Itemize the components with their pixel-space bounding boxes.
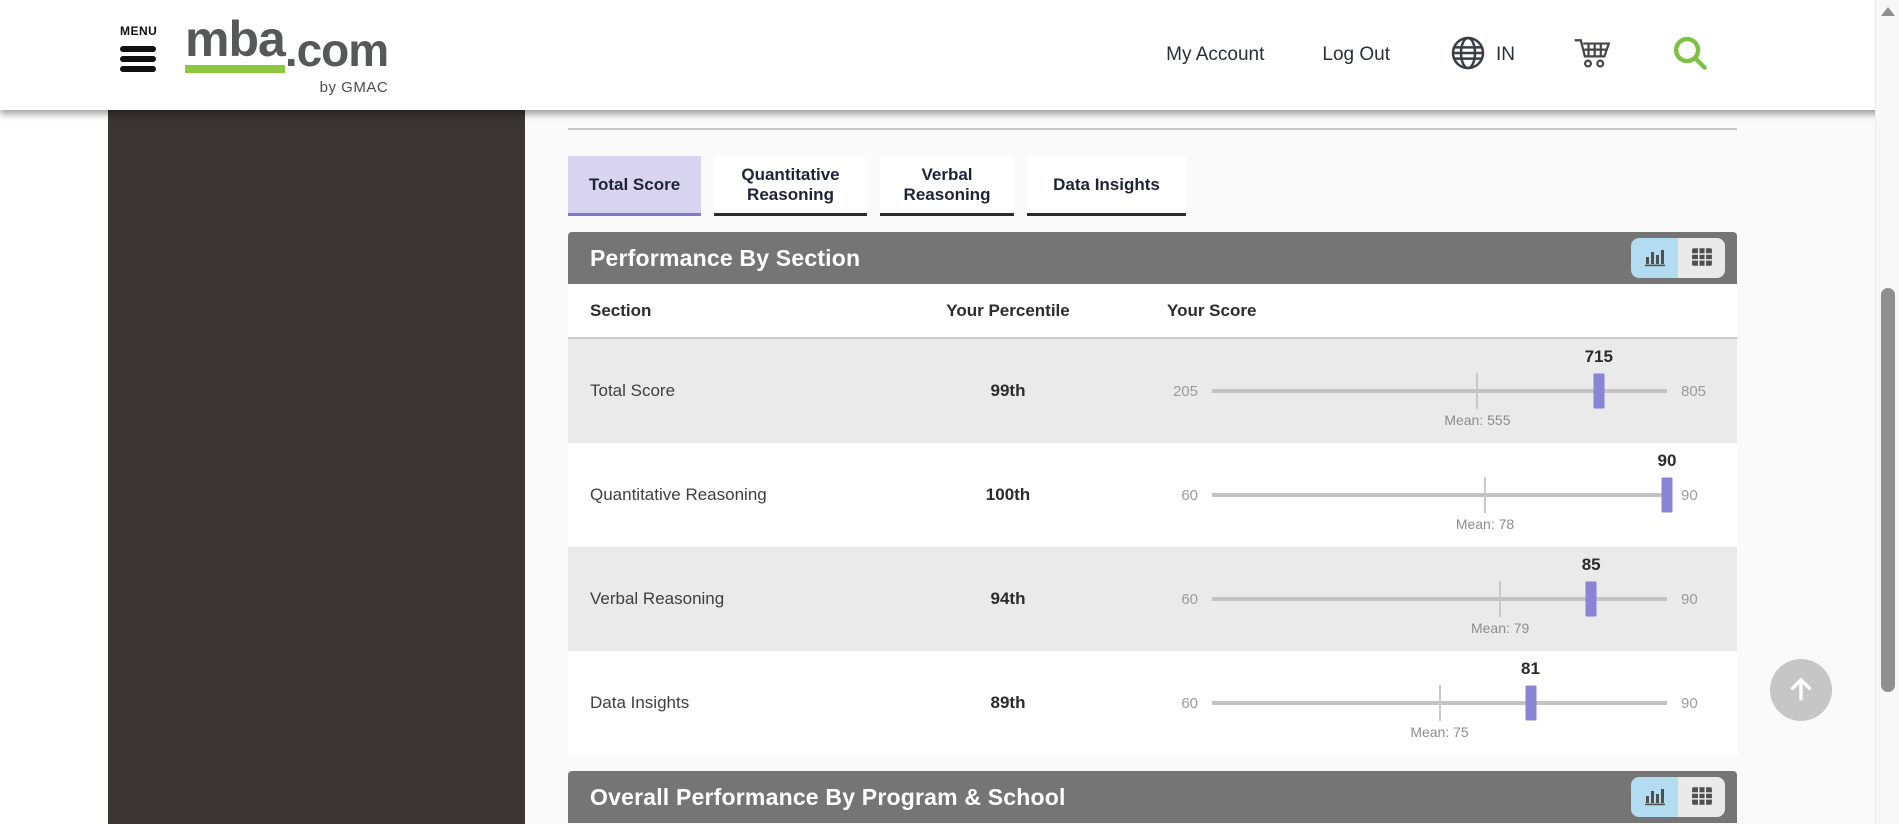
mean-label: Mean: 79 — [1470, 620, 1530, 636]
score-value: 85 — [1581, 555, 1601, 574]
logo-mba-text: mba — [185, 14, 286, 73]
view-toggle-overall — [1631, 777, 1725, 817]
view-toggle — [1631, 238, 1725, 278]
score-slider: 60 81 Mean: 75 90 — [1138, 651, 1737, 755]
header-nav: My Account Log Out IN — [1166, 0, 1709, 110]
table-row: Data Insights 89th 60 81 Mean: 75 90 — [568, 651, 1737, 755]
scale-max-label: 90 — [1681, 694, 1698, 712]
score-value: 715 — [1584, 347, 1613, 366]
chart-view-button[interactable] — [1631, 238, 1678, 278]
mean-tick — [1499, 581, 1502, 617]
slider-track — [1212, 493, 1667, 497]
table-row: Verbal Reasoning 94th 60 85 Mean: 79 90 — [568, 547, 1737, 651]
table-row: Quantitative Reasoning 100th 60 90 Mean:… — [568, 443, 1737, 547]
scrollbar-up-arrow[interactable] — [1880, 7, 1895, 16]
score-marker — [1593, 373, 1605, 409]
percentile-value: 89th — [990, 693, 1026, 712]
performance-panel-header: Performance By Section — [568, 232, 1737, 284]
score-marker — [1661, 477, 1673, 513]
score-slider: 60 85 Mean: 79 90 — [1138, 547, 1737, 651]
table-header-row: Section Your Percentile Your Score — [568, 284, 1737, 339]
mba-logo[interactable]: mba .com by GMAC — [185, 14, 389, 96]
globe-icon — [1448, 33, 1488, 78]
mean-tick — [1438, 685, 1441, 721]
scale-max-label: 90 — [1681, 486, 1698, 504]
performance-panel-title: Performance By Section — [590, 244, 861, 271]
performance-table-body: Total Score 99th 205 715 Mean: 555 805 Q… — [568, 339, 1737, 755]
score-tabs: Total Score Quantitative Reasoning Verba… — [568, 156, 1875, 216]
sidebar — [108, 110, 525, 824]
column-header-section: Section — [590, 300, 652, 320]
my-account-link[interactable]: My Account — [1166, 44, 1265, 65]
tab-data-insights[interactable]: Data Insights — [1027, 156, 1186, 216]
locale-code: IN — [1496, 44, 1515, 65]
logo-com-text: .com — [284, 24, 389, 76]
scale-min-label: 60 — [1181, 590, 1198, 608]
menu-label: MENU — [120, 24, 158, 38]
section-name: Verbal Reasoning — [590, 589, 725, 608]
score-value: 81 — [1521, 659, 1540, 678]
cart-button[interactable] — [1573, 36, 1613, 75]
section-name: Quantitative Reasoning — [590, 485, 767, 504]
slider-track — [1212, 389, 1667, 393]
chart-view-button-overall[interactable] — [1631, 777, 1678, 817]
search-icon — [1671, 34, 1709, 77]
tab-quantitative-reasoning[interactable]: Quantitative Reasoning — [714, 156, 867, 216]
cart-icon — [1573, 36, 1613, 75]
overall-performance-panel: Overall Performance By Program & School — [568, 771, 1737, 823]
bar-chart-icon — [1643, 785, 1667, 810]
scrollbar-thumb[interactable] — [1881, 288, 1895, 692]
bar-chart-icon — [1643, 246, 1667, 271]
mean-tick — [1476, 373, 1479, 409]
overall-panel-header: Overall Performance By Program & School — [568, 771, 1737, 823]
back-to-top-button[interactable] — [1770, 659, 1832, 721]
scale-min-label: 205 — [1172, 382, 1198, 400]
percentile-value: 99th — [990, 381, 1026, 400]
section-name: Data Insights — [590, 693, 690, 712]
table-view-button-overall[interactable] — [1678, 777, 1725, 817]
hamburger-icon — [120, 46, 156, 52]
search-button[interactable] — [1671, 34, 1709, 77]
slider-track — [1212, 597, 1667, 601]
score-marker — [1585, 581, 1597, 617]
mean-label: Mean: 75 — [1410, 724, 1469, 740]
log-out-link[interactable]: Log Out — [1322, 44, 1390, 65]
column-header-percentile: Your Percentile — [946, 300, 1070, 320]
table-row: Total Score 99th 205 715 Mean: 555 805 — [568, 339, 1737, 443]
overall-panel-title: Overall Performance By Program & School — [590, 783, 1066, 810]
content-divider — [568, 128, 1737, 130]
percentile-value: 100th — [985, 485, 1031, 504]
tab-verbal-reasoning[interactable]: Verbal Reasoning — [880, 156, 1014, 216]
mean-tick — [1484, 477, 1486, 513]
table-view-icon — [1691, 786, 1713, 809]
score-value: 90 — [1657, 451, 1677, 470]
table-view-icon — [1691, 247, 1713, 270]
scale-max-label: 805 — [1681, 382, 1707, 400]
mean-label: Mean: 78 — [1455, 516, 1515, 532]
percentile-value: 94th — [990, 589, 1026, 608]
scale-min-label: 60 — [1181, 694, 1198, 712]
section-name: Total Score — [590, 381, 676, 400]
scale-max-label: 90 — [1681, 590, 1698, 608]
score-slider: 60 90 Mean: 78 90 — [1138, 443, 1737, 547]
menu-button[interactable]: MENU — [120, 24, 157, 72]
arrow-up-icon — [1784, 672, 1818, 709]
locale-selector[interactable]: IN — [1448, 33, 1515, 78]
logo-byline: by GMAC — [319, 79, 389, 96]
score-report-content: Total Score Quantitative Reasoning Verba… — [525, 110, 1875, 824]
scrollbar — [1875, 0, 1899, 824]
scale-min-label: 60 — [1181, 486, 1198, 504]
top-header: MENU mba .com by GMAC My Account Log Out — [0, 0, 1899, 110]
table-view-button[interactable] — [1678, 238, 1725, 278]
score-slider: 205 715 Mean: 555 805 — [1138, 339, 1737, 443]
performance-by-section-panel: Performance By Section — [568, 232, 1737, 755]
mean-label: Mean: 555 — [1444, 412, 1511, 428]
tab-total-score[interactable]: Total Score — [568, 156, 701, 216]
score-marker — [1525, 685, 1536, 721]
column-header-score: Your Score — [1167, 300, 1257, 320]
